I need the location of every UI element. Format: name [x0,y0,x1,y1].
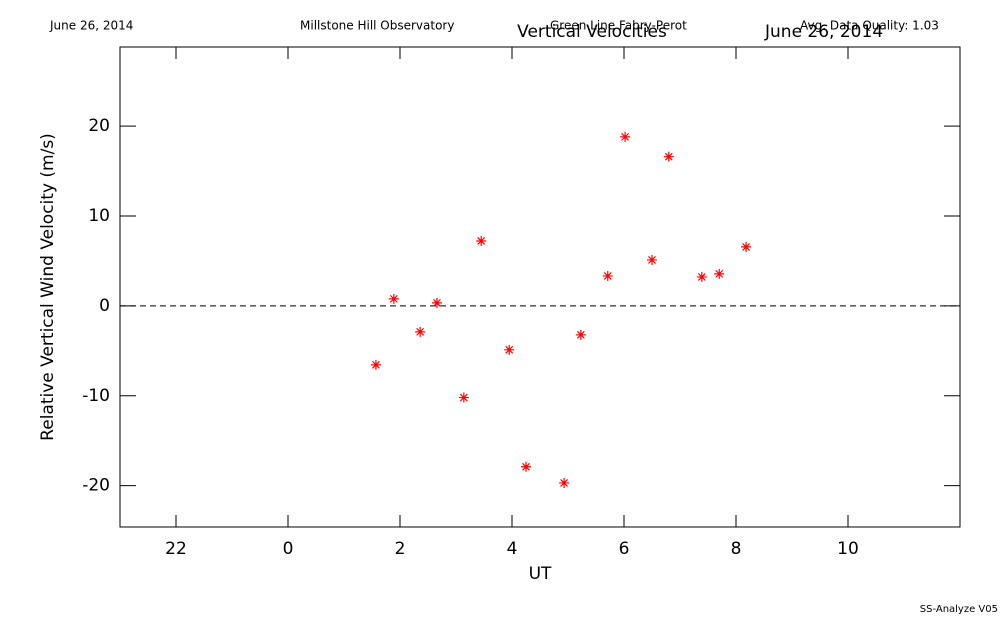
x-tick-label: 6 [619,539,630,559]
y-axis-label: Relative Vertical Wind Velocity (m/s) [38,133,58,441]
y-tick-label: 10 [88,206,110,226]
y-tick-label: -10 [82,386,110,406]
footer: SS-Analyze V05 [920,604,998,615]
plot-frame [119,46,961,528]
x-axis-label: UT [529,564,552,584]
point [431,297,442,308]
x-tick-label: 22 [165,539,187,559]
header-instrument: Green Line Fabry-Perot [550,19,687,33]
point [370,359,381,370]
point [559,477,570,488]
point [696,271,707,282]
x-tick-label: 4 [507,539,518,559]
point [521,461,531,472]
y-tick-label: 20 [88,116,110,136]
x-tick-label: 8 [731,539,742,559]
header-quality: Avg. Data Quality: 1.03 [800,19,939,33]
point [504,344,515,355]
point [663,151,674,162]
point [602,270,613,281]
point [415,326,426,337]
point [714,268,725,279]
point [620,131,631,142]
x-tick-label: 10 [837,539,859,559]
y-tick-label: -20 [82,476,110,496]
point [388,293,399,304]
x-tick-label: 0 [283,539,294,559]
chart-subtitle: June 26, 2014 [764,22,883,42]
header-date: June 26, 2014 [49,19,133,33]
x-tick-label: 2 [395,539,406,559]
point [458,392,469,403]
y-tick-label: 0 [99,296,110,316]
point [647,254,657,265]
point [741,241,752,252]
header-observatory: Millstone Hill Observatory [300,19,454,33]
point [476,235,487,246]
point [575,329,586,340]
chart-title: Vertical Velocities [517,22,667,42]
